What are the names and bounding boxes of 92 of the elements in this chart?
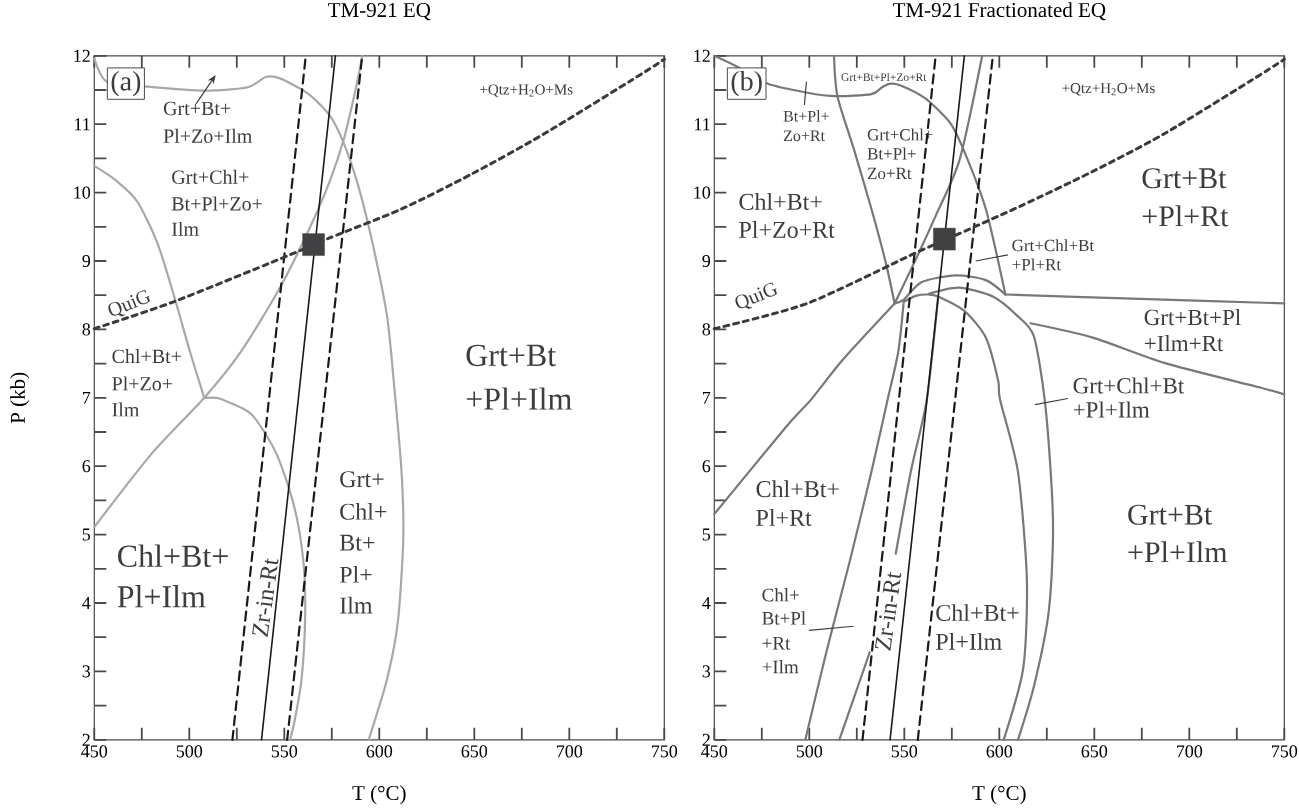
annotation: Pl+Rt (756, 509, 812, 526)
y-tick-label: 8 (82, 323, 91, 336)
annotation: Chl+ (762, 588, 799, 602)
annotation: +Qtz+H$_{2}$O+Ms (1062, 83, 1155, 96)
y-tick-label: 4 (702, 597, 711, 609)
annotation: Zo+Rt (867, 167, 912, 180)
x-tick-label: 750 (651, 745, 678, 758)
y-tick-label: 6 (82, 460, 91, 473)
annotation: +Pl+Ilm (1128, 541, 1228, 563)
y-tick-label: 5 (702, 528, 711, 541)
x-tick-label: 500 (796, 745, 823, 758)
x-tick-label: 450 (81, 745, 108, 758)
x-tick-label: 550 (271, 745, 298, 758)
x-tick-label: 700 (1177, 745, 1203, 758)
y-tick-label: 2 (702, 733, 710, 746)
annotation: Grt+Bt (1142, 168, 1227, 189)
y-tick-label: 12 (694, 49, 710, 62)
annotation: +Pl+Ilm (466, 387, 572, 410)
annotation: (a) (111, 70, 141, 97)
chart-title: TM-921 Fractionated EQ (892, 2, 1106, 21)
annotation: Pl+Zo+Rt (739, 221, 835, 238)
x-tick-label: 550 (891, 745, 918, 758)
annotation: Grt+ (340, 471, 384, 488)
annotation: Chl+Bt+ (739, 193, 822, 210)
annotation: +Ilm (762, 660, 799, 674)
y-tick-label: 3 (702, 665, 711, 678)
y-tick-label: 9 (702, 254, 711, 268)
annotation: Chl+ (340, 502, 387, 520)
annotation: +Ilm+Rt (1144, 334, 1224, 352)
annotation: +Pl+Ilm (1073, 401, 1150, 418)
y-tick-label: 9 (82, 254, 91, 268)
y-tick-label: 11 (695, 118, 710, 131)
annotation: QuiG (108, 289, 150, 317)
annotation: Pl+ (339, 565, 372, 583)
annotation: Ilm (112, 402, 140, 417)
annotation: Pl+Ilm (117, 585, 206, 608)
x-tick-label: 600 (986, 745, 1013, 758)
x-tick-label: 450 (701, 745, 728, 758)
annotation: QuiG (735, 282, 778, 309)
chart-title: TM-921 EQ (328, 2, 431, 21)
annotation: Ilm (340, 596, 373, 614)
annotation: Bt+Pl+ (783, 110, 829, 122)
annotation: Chl+Bt+ (112, 349, 181, 364)
annotation: Bt+Pl (762, 611, 806, 625)
annotation: Grt+Chl+Bt (1073, 377, 1185, 394)
y-tick-label: 10 (694, 186, 711, 199)
x-tick-label: 600 (366, 745, 393, 758)
annotation: Pl+Zo+ (112, 376, 173, 391)
annotation: +Pl+Rt (1142, 205, 1229, 227)
y-tick-label: 5 (82, 528, 91, 541)
y-tick-label: 12 (74, 49, 90, 62)
y-tick-label: 7 (82, 391, 91, 404)
annotation: Grt+Bt+Pl (1144, 309, 1241, 326)
x-axis-title: T (°C) (972, 785, 1026, 805)
annotation: Pl+Zo+Ilm (163, 128, 253, 143)
annotation: Grt+Bt (1128, 504, 1213, 525)
x-tick-label: 650 (1081, 745, 1108, 758)
x-tick-label: 750 (1272, 745, 1298, 758)
annotation: Chl+Bt+ (118, 544, 228, 568)
annotation: Bt+ (339, 534, 375, 551)
y-tick-label: 6 (702, 460, 711, 473)
annotation: Zr-in-Rt (252, 558, 279, 637)
x-tick-label: 700 (556, 745, 583, 758)
annotation: Zr-in-Rt (874, 572, 902, 651)
y-tick-label: 4 (82, 597, 91, 609)
annotation: +Rt (762, 637, 791, 650)
annotation: +Pl+Rt (1012, 258, 1061, 271)
annotation: (b) (731, 70, 762, 97)
annotation: Grt+Bt (466, 344, 556, 367)
annotation: Chl+Bt+ (936, 604, 1019, 622)
x-tick-label: 650 (461, 745, 488, 758)
annotation: Grt+Chl+Bt (1012, 239, 1095, 252)
y-tick-label: 3 (82, 665, 91, 678)
y-tick-label: 2 (82, 733, 90, 746)
y-axis-title: P (kb) (10, 372, 30, 424)
annotation: Bt+Pl+ (867, 147, 916, 160)
annotation: Grt+Bt+ (163, 101, 231, 116)
annotation: Grt+Chl+ (172, 169, 249, 184)
y-tick-label: 11 (75, 118, 90, 131)
annotation: Grt+Chl+ (867, 128, 933, 141)
annotation: +Qtz+H$_{2}$O+Ms (480, 84, 573, 97)
annotation: Bt+Pl+Zo+ (171, 196, 262, 211)
y-tick-label: 8 (702, 323, 711, 336)
annotation: Zo+Rt (783, 130, 825, 142)
annotation: Grt+Bt+Pl+Zo+Rt (841, 72, 927, 82)
y-tick-label: 10 (74, 186, 91, 199)
annotation: Chl+Bt+ (756, 480, 839, 498)
x-axis-title: T (°C) (352, 785, 406, 805)
annotation: Ilm (171, 221, 199, 236)
y-tick-label: 7 (702, 391, 711, 404)
x-tick-label: 500 (176, 745, 203, 758)
annotation: Pl+Ilm (935, 632, 1002, 650)
